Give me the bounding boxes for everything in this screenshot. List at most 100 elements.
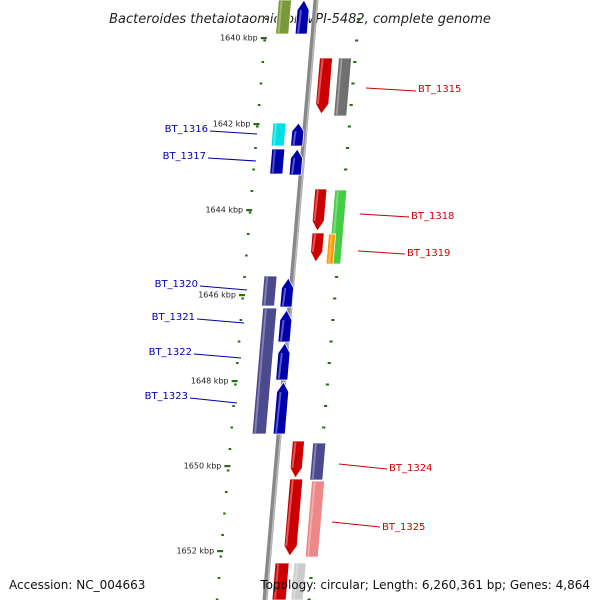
ring-dot — [230, 426, 234, 429]
cog-box-bt1325-shine — [307, 481, 316, 557]
gene-arrow-bt1317 — [288, 148, 303, 176]
tick-mark — [260, 37, 267, 40]
cog-box-bt1325 — [304, 480, 326, 558]
ring-dot — [355, 39, 359, 42]
gene-label-bt1323: BT_1323 — [145, 391, 188, 402]
ring-dot — [234, 383, 237, 386]
ring-dot — [252, 168, 255, 171]
gene-arrow-bt1323 — [272, 381, 290, 435]
gene-label-bt1325: BT_1325 — [382, 522, 425, 533]
cog-box-bt1319-shine — [328, 234, 333, 264]
cog-box-body — [290, 562, 307, 600]
ring-dot — [224, 491, 228, 493]
tick-mark — [231, 380, 238, 383]
tick-mark — [253, 123, 260, 126]
gene-arrow-bt1317-shine — [291, 157, 296, 175]
gene-label-bt1318: BT_1318 — [411, 211, 454, 222]
gene-arrow-bt1321 — [277, 309, 293, 343]
ring-dot — [333, 297, 337, 300]
ring-dot — [329, 340, 333, 343]
gene-label-bt1316: BT_1316 — [165, 124, 208, 135]
gene-arrow-bt1319 — [310, 232, 325, 263]
gene-arrow-bt1315-body — [315, 57, 334, 115]
gene-arrow-bt1325 — [283, 478, 304, 557]
ring-dot — [217, 577, 221, 579]
tick-label: 1642 kbp — [213, 120, 251, 129]
gene-arrow-bt1325-body — [283, 478, 304, 557]
gene-arrow-bt1321-shine — [279, 319, 285, 342]
tick-label: 1646 kbp — [198, 291, 236, 300]
leader-line — [199, 285, 248, 291]
leader-line — [359, 213, 410, 218]
gene-labels: BT_1315 BT_1316 BT_1317 BT_1318 BT_1319 BT_13… — [145, 84, 462, 533]
cog-box-shine — [293, 563, 299, 600]
ring-dot — [307, 598, 311, 600]
ring-dot — [327, 362, 331, 364]
kbp-ticks: 1640 kbp 1642 kbp 1644 kbp 1646 kbp 1648 kbp… — [176, 34, 267, 556]
ring-dot — [219, 555, 223, 558]
gene-label-bt1320: BT_1320 — [155, 279, 198, 290]
gene-arrow-bt1322 — [275, 342, 291, 381]
ring-dot — [254, 147, 257, 149]
gene-arrow-bt1320-body — [279, 277, 294, 308]
tick-label: 1650 kbp — [184, 462, 222, 471]
ring-dot — [257, 104, 261, 106]
gene-arrow-bt1319-shine — [311, 233, 317, 253]
cog-box-bt1316-shine — [273, 123, 278, 146]
ring-dot — [228, 448, 232, 450]
ring-dot — [215, 598, 219, 600]
ring-dot — [256, 125, 259, 128]
cog-box-bt1321-1323-body — [251, 307, 278, 435]
tick-mark — [217, 550, 224, 553]
ring-dot — [235, 362, 239, 364]
gene-label-bt1315: BT_1315 — [418, 84, 461, 95]
tick-mark — [246, 209, 253, 212]
tick-label: 1648 kbp — [191, 377, 229, 386]
gene-arrow-bt1324-body — [289, 440, 305, 479]
leader-line — [365, 87, 417, 92]
ring-dot — [325, 383, 330, 386]
tick-label: 1652 kbp — [176, 547, 214, 556]
cog-box-bt1325-body — [304, 480, 326, 558]
cog-box-shine — [277, 0, 283, 34]
gene-arrow-bt1316-shine — [292, 130, 297, 146]
cog-box-bt1324 — [309, 442, 327, 481]
ring-dot — [261, 61, 265, 63]
gene-arrow — [294, 0, 310, 35]
gene-arrow-bt1323-body — [272, 381, 290, 435]
cog-box-bt1315 — [333, 57, 353, 117]
cog-box-bt1317-body — [269, 148, 286, 175]
ring-dot — [263, 39, 266, 42]
leader-line — [209, 130, 258, 135]
cog-box-bt1324-shine — [311, 443, 317, 480]
ring-dot — [259, 82, 263, 85]
gene-arrow-bt1322-body — [275, 342, 291, 381]
topology-text: Topology: circular; Length: 6,260,361 bp… — [260, 578, 590, 592]
cog-box — [275, 0, 292, 35]
ring-dot — [351, 82, 355, 85]
ring-dot — [353, 61, 357, 63]
ring-dot — [356, 18, 361, 20]
gene-arrow-bt1316 — [290, 122, 305, 147]
cog-box-bt1317-shine — [271, 149, 276, 174]
gene-label-bt1322: BT_1322 — [149, 347, 192, 358]
ring-dot — [250, 190, 254, 192]
ring-dot — [248, 211, 252, 214]
gene-arrow-bt1325-shine — [285, 479, 294, 547]
gene-arrow-body — [294, 0, 310, 35]
leader-line — [193, 353, 242, 359]
gene-arrow-bt1322-shine — [277, 352, 283, 380]
ring-dot — [331, 319, 335, 321]
gene-arrow-bt1320 — [279, 277, 294, 308]
ring-dot — [226, 469, 230, 472]
gene-arrow-bt1317-body — [288, 148, 303, 176]
cog-box-bt1317 — [269, 148, 286, 175]
cog-box-body — [275, 0, 292, 35]
tick-mark — [238, 294, 245, 297]
gene-arrow-bt1316-body — [290, 122, 305, 147]
gene-arrow-bt1324 — [289, 440, 305, 479]
ring-dot — [344, 168, 348, 171]
ring-dot — [246, 233, 250, 235]
gene-label-bt1324: BT_1324 — [389, 463, 432, 474]
